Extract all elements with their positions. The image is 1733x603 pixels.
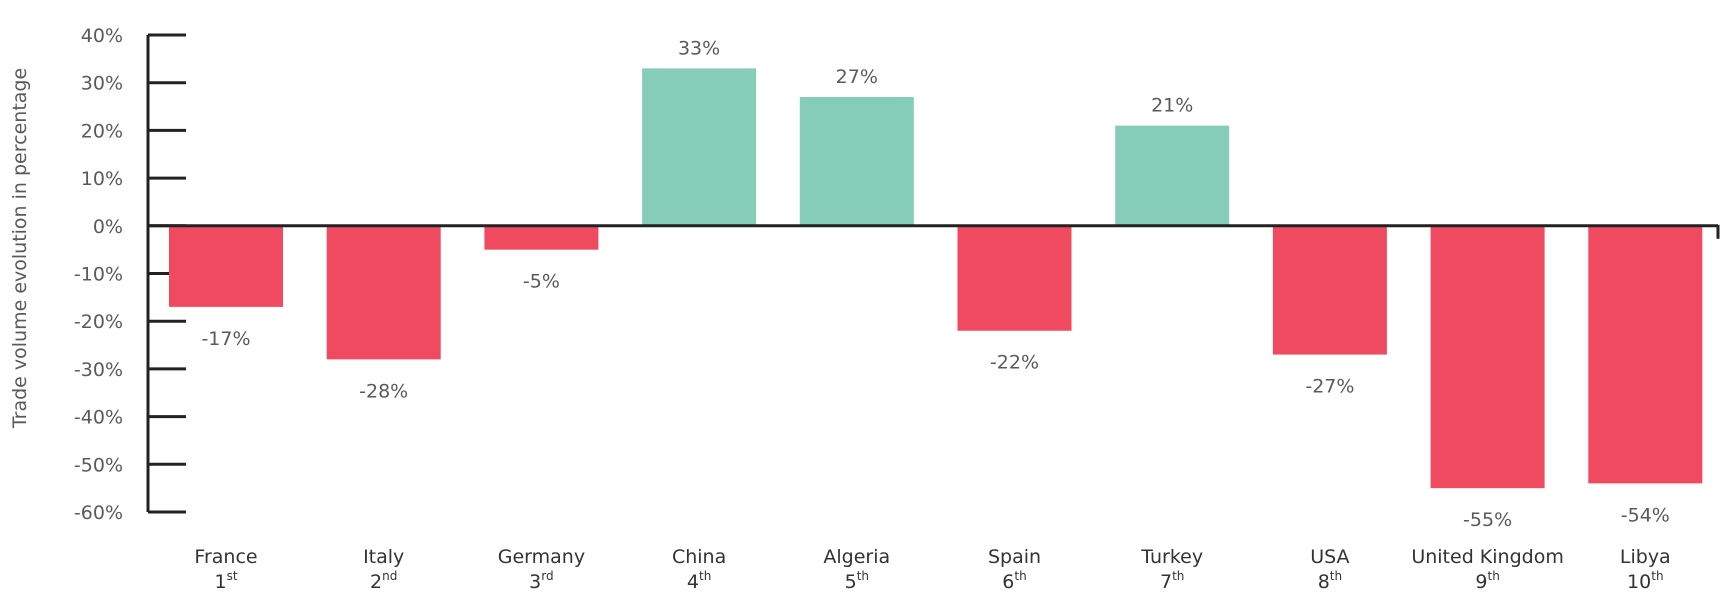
x-tick-label: United Kingdom (1411, 546, 1564, 568)
rank-label: 3rd (529, 569, 553, 593)
y-tick-label: 20% (81, 120, 123, 142)
y-tick-label: -10% (74, 264, 123, 286)
data-label: -54% (1621, 504, 1670, 526)
rank-label: 4th (687, 569, 711, 593)
data-label: -5% (523, 271, 560, 293)
y-tick-label: 0% (93, 216, 123, 238)
category-labels: France1stItaly2ndGermany3rdChina4thAlger… (194, 546, 1670, 593)
rank-number: 1 (214, 571, 226, 593)
bar-italy (326, 225, 441, 360)
rank-suffix: nd (382, 569, 397, 583)
value-labels: -17% -28% -5% 33% 27% -22% 21% -27% -55% -54% (201, 37, 1669, 531)
x-axis (148, 224, 1720, 239)
y-tick-label: -50% (74, 454, 123, 476)
rank-number: 6 (1002, 571, 1014, 593)
rank-label: 10th (1627, 569, 1664, 593)
rank-label: 6th (1002, 569, 1026, 593)
bar-usa (1272, 225, 1387, 355)
data-label: 33% (678, 37, 720, 59)
bar-germany (484, 225, 599, 250)
rank-suffix: th (857, 569, 869, 583)
rank-label: 1st (214, 569, 237, 593)
rank-label: 5th (845, 569, 869, 593)
rank-suffix: th (1014, 569, 1026, 583)
x-tick-label: Turkey (1140, 546, 1203, 568)
data-label: -17% (201, 328, 250, 350)
rank-suffix: th (1487, 569, 1499, 583)
rank-suffix: th (1651, 569, 1663, 583)
rank-number: 3 (529, 571, 541, 593)
y-tick-label: -30% (74, 359, 123, 381)
y-tick-label: 30% (81, 73, 123, 95)
bar-algeria (799, 97, 914, 226)
x-tick-label: Italy (363, 546, 404, 568)
rank-number: 9 (1475, 571, 1487, 593)
rank-label: 8th (1318, 569, 1342, 593)
x-tick-label: France (194, 546, 257, 568)
rank-suffix: th (1330, 569, 1342, 583)
bar-united-kingdom (1430, 225, 1545, 489)
bar-france (169, 225, 283, 307)
bar-turkey (1115, 125, 1230, 226)
bars (169, 68, 1703, 489)
data-label: -55% (1463, 509, 1512, 531)
y-tick-label: -40% (74, 407, 123, 429)
rank-number: 10 (1627, 571, 1651, 593)
bar-spain (957, 225, 1072, 331)
data-label: -28% (359, 380, 408, 402)
data-label: -27% (1305, 376, 1354, 398)
x-tick-label: China (672, 546, 726, 568)
x-tick-label: Spain (988, 546, 1041, 568)
rank-suffix: th (699, 569, 711, 583)
x-tick-label: USA (1310, 546, 1349, 568)
rank-number: 5 (845, 571, 857, 593)
bar-china (642, 68, 757, 226)
x-tick-label: Libya (1620, 546, 1671, 568)
rank-suffix: rd (541, 569, 553, 583)
x-tick-label: Algeria (823, 546, 890, 568)
bar-libya (1588, 225, 1703, 484)
data-label: -22% (990, 352, 1039, 374)
rank-number: 4 (687, 571, 699, 593)
data-label: 27% (836, 66, 878, 88)
y-tick-label: -60% (74, 502, 123, 524)
rank-number: 2 (370, 571, 382, 593)
rank-label: 9th (1475, 569, 1499, 593)
y-tick-label: 40% (81, 25, 123, 47)
rank-label: 2nd (370, 569, 397, 593)
y-tick-label: -20% (74, 311, 123, 333)
x-tick-label: Germany (498, 546, 585, 568)
rank-number: 8 (1318, 571, 1330, 593)
rank-suffix: st (227, 569, 238, 583)
rank-label: 7th (1160, 569, 1184, 593)
data-label: 21% (1151, 95, 1193, 117)
y-tick-label: 10% (81, 168, 123, 190)
rank-number: 7 (1160, 571, 1172, 593)
y-axis-title: Trade volume evolution in percentage (9, 68, 31, 429)
rank-suffix: th (1172, 569, 1184, 583)
